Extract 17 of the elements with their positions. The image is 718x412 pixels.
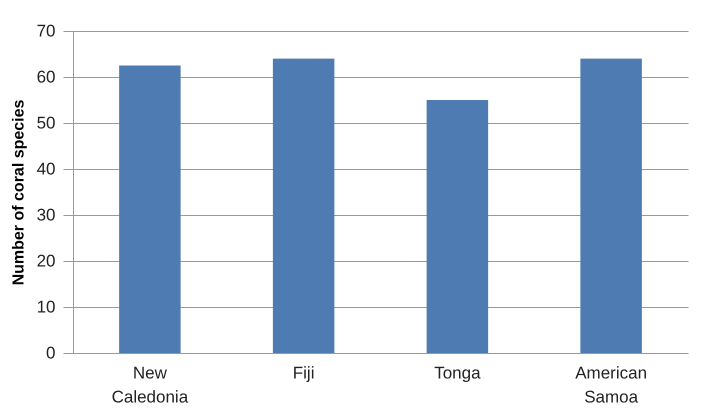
x-tick-label: American Samoa <box>575 364 648 406</box>
x-tick-label: Tonga <box>434 364 482 382</box>
y-tick-label: 70 <box>36 22 56 40</box>
bar <box>272 58 334 353</box>
y-tick-label: 0 <box>46 344 56 362</box>
y-tick-label: 30 <box>36 206 56 224</box>
y-axis-title: Number of coral species <box>10 99 28 286</box>
bar <box>580 58 642 353</box>
bar <box>119 66 181 353</box>
y-tick-label: 20 <box>36 252 56 270</box>
x-tick-label: New Caledonia <box>112 364 189 406</box>
y-tick-label: 50 <box>36 114 56 132</box>
bar <box>426 100 488 353</box>
x-tick-label: Fiji <box>292 364 314 382</box>
y-tick-label: 10 <box>36 298 56 316</box>
y-tick-label: 40 <box>36 160 56 178</box>
y-tick-label: 60 <box>36 68 56 86</box>
